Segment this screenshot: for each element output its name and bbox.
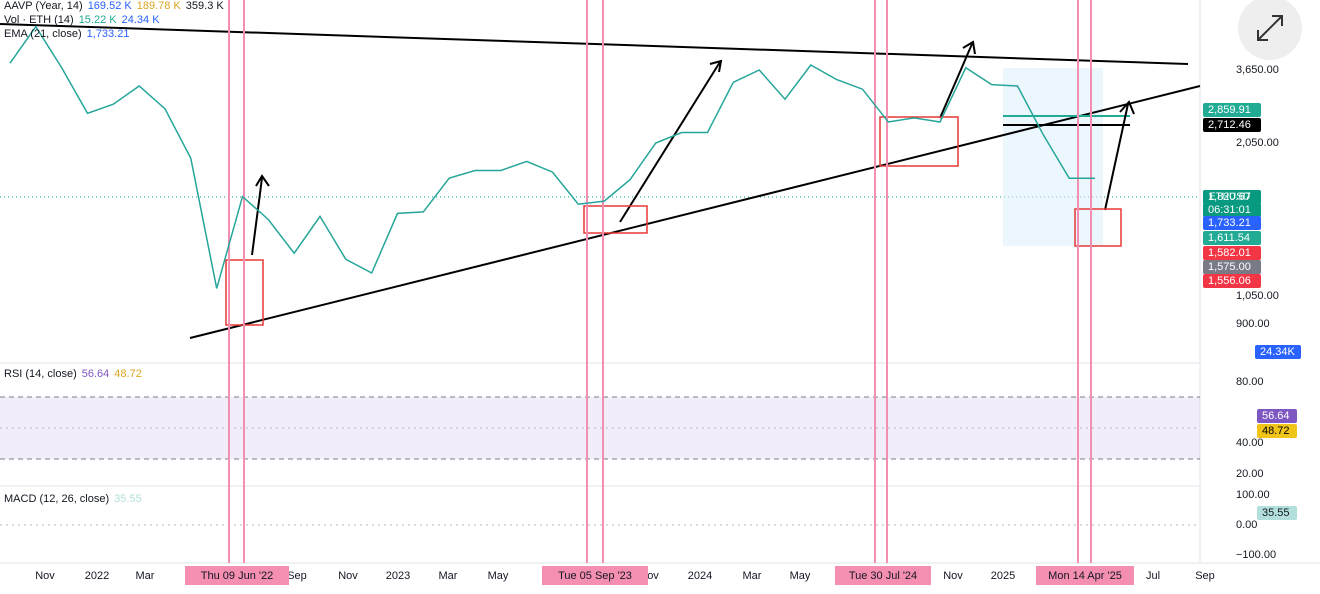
legend-row: AAVP (Year, 14) 169.52 K 189.78 K 359.3 K: [4, 0, 229, 12]
price-tag: [1203, 216, 1261, 230]
legend-row: MACD (12, 26, close) 35.55: [4, 493, 147, 505]
macd-tick-label: 0.00: [1236, 519, 1257, 531]
time-label: Nov: [338, 570, 358, 582]
rsi-tick-label: 40.00: [1236, 437, 1264, 449]
price-tick-label: 900.00: [1236, 318, 1270, 330]
legend-text: RSI (14, close): [4, 368, 77, 380]
rsi-tag: [1257, 424, 1297, 438]
time-label: 2025: [991, 570, 1015, 582]
time-label: ov: [647, 570, 659, 582]
price-tick-label: 2,050.00: [1236, 137, 1279, 149]
price-tag: [1203, 231, 1261, 245]
macd-tag: [1257, 506, 1297, 520]
price-tag-label: 1,575.00: [1208, 261, 1251, 273]
cursor-label-box: [542, 566, 648, 585]
legend-value: 169.52 K: [87, 0, 132, 12]
cursor-label: Mon 14 Apr '25: [1048, 570, 1122, 582]
time-label: May: [790, 570, 811, 582]
legend-value: 189.78 K: [136, 0, 181, 12]
profile-area: [1003, 68, 1103, 246]
legend-value: 56.64: [81, 368, 110, 380]
legend-value: 48.72: [114, 368, 142, 380]
expand-icon: [1257, 15, 1283, 41]
arrows: [251, 40, 1135, 256]
time-label: 2024: [688, 570, 712, 582]
legend-text: Vol · ETH (14): [4, 14, 74, 26]
legend-text: AAVP (Year, 14): [4, 0, 83, 12]
legend-value: 15.22 K: [78, 14, 117, 26]
price-tag-label: 1,733.21: [1208, 217, 1251, 229]
price-tag: [1203, 103, 1261, 117]
rsi-tag-label: 56.64: [1262, 410, 1290, 422]
cursor-label: Thu 09 Jun '22: [201, 570, 273, 582]
time-label: 2023: [386, 570, 410, 582]
time-label: Mar: [136, 570, 155, 582]
price-line: [9, 25, 1095, 289]
time-label: May: [488, 570, 509, 582]
symbol-text: ETHUSD: [1209, 192, 1250, 203]
legend-text: EMA (21, close): [4, 28, 82, 40]
price-tick-label: 3,650.00: [1236, 64, 1279, 76]
time-label: Mar: [439, 570, 458, 582]
legend-row: Vol · ETH (14) 15.22 K 24.34 K: [4, 14, 165, 26]
rsi-tag: [1257, 409, 1297, 423]
price-tag-label: 1,582.01: [1208, 247, 1251, 259]
rsi-tick-label: 20.00: [1236, 468, 1264, 480]
price-tag: [1203, 274, 1261, 288]
macd-tick-label: −100.00: [1236, 549, 1276, 561]
price-pane: [0, 0, 1200, 362]
cursor-label: Tue 30 Jul '24: [849, 570, 917, 582]
price-tag: [1203, 118, 1261, 132]
price-tag: [1203, 203, 1261, 217]
price-tag-label: 06:31:01: [1208, 204, 1251, 216]
legend-value: 24.34 K: [121, 14, 160, 26]
time-label: Nov: [35, 570, 55, 582]
expand-button[interactable]: [1238, 0, 1302, 60]
macd-tick-label: 100.00: [1236, 489, 1270, 501]
price-tag-label: 1,556.06: [1208, 275, 1251, 287]
cursor-label: Tue 05 Sep '23: [558, 570, 632, 582]
volume-tag-label: 24.34K: [1260, 346, 1296, 358]
price-tag-label: 2,859.91: [1208, 104, 1251, 116]
cursor-label-box: [1036, 566, 1134, 585]
rsi-tag-label: 48.72: [1262, 425, 1290, 437]
time-label: 2022: [85, 570, 109, 582]
time-label: Jul: [1146, 570, 1160, 582]
legend-value: 359.3 K: [185, 0, 224, 12]
price-tag: [1203, 260, 1261, 274]
price-tag-label: 2,712.46: [1208, 119, 1251, 131]
legend-value: 35.55: [114, 493, 142, 505]
price-tick-label: 1,050.00: [1236, 290, 1279, 302]
volume-tag: [1255, 345, 1301, 359]
price-tag-label: 1,611.54: [1208, 232, 1250, 244]
cursor-lines: [228, 0, 1092, 563]
legend-value: 1,733.21: [86, 28, 130, 40]
price-tag-label: 1,820.67: [1208, 191, 1251, 203]
cursor-label-box: [185, 566, 289, 585]
time-label: Sep: [1195, 570, 1215, 582]
macd-tag-label: 35.55: [1262, 507, 1290, 519]
legend-text: MACD (12, 26, close): [4, 493, 110, 505]
legend-row: EMA (21, close) 1,733.21: [4, 28, 134, 40]
legend-row: RSI (14, close) 56.64 48.72: [4, 368, 147, 380]
cursor-label-box: [835, 566, 931, 585]
rsi-tick-label: 80.00: [1236, 376, 1264, 388]
time-label: Sep: [287, 570, 307, 582]
trendline: [189, 85, 1201, 339]
trendline: [0, 23, 1189, 65]
price-tag: [1203, 246, 1261, 260]
price-tag: [1203, 190, 1261, 204]
time-label: Nov: [943, 570, 963, 582]
time-label: Mar: [743, 570, 762, 582]
